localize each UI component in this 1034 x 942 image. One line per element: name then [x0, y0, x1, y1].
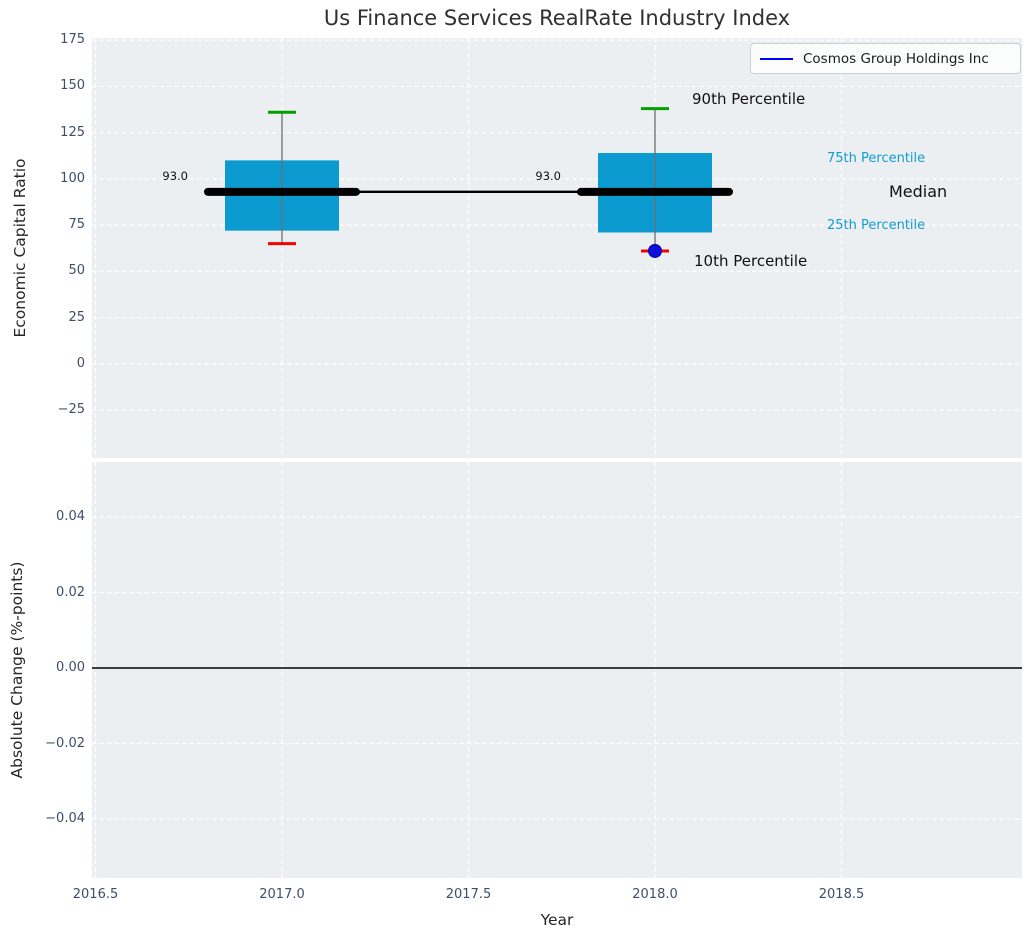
- y-tick-label-top: 175: [60, 32, 85, 48]
- x-tick-label: 2018.5: [818, 887, 865, 902]
- median-label: Median: [889, 182, 948, 201]
- legend: Cosmos Group Holdings Inc: [750, 43, 1021, 74]
- y-tick-label-top: 25: [68, 309, 85, 325]
- p90-label: 90th Percentile: [692, 90, 806, 108]
- y-tick-label-bottom: −0.04: [45, 811, 85, 826]
- x-tick-label: 2017.0: [259, 887, 305, 902]
- y-tick-label-top: −25: [57, 402, 85, 417]
- y-tick-label-top: 150: [60, 78, 85, 94]
- y-tick-label-top: 75: [68, 217, 85, 233]
- median-value-label-2017: 93.0: [162, 168, 188, 183]
- y-axis-label-top: Economic Capital Ratio: [11, 158, 29, 338]
- y-tick-label-top: 0: [76, 355, 85, 371]
- y-axis-label-bottom: Absolute Change (%-points): [8, 561, 26, 779]
- x-tick-label: 2017.5: [445, 887, 492, 902]
- x-axis-label: Year: [540, 911, 574, 929]
- y-tick-label-top: 50: [68, 263, 85, 279]
- top-panel-background: [92, 38, 1022, 458]
- y-tick-label-bottom: 0.02: [56, 584, 85, 600]
- y-tick-label-bottom: 0.04: [56, 509, 85, 524]
- legend-label: Cosmos Group Holdings Inc: [803, 50, 989, 67]
- y-tick-label-bottom: 0.00: [56, 660, 85, 675]
- company-point: [648, 243, 662, 258]
- median-value-label-2018: 93.0: [535, 168, 561, 183]
- y-tick-label-top: 125: [60, 124, 85, 140]
- bottom-panel-background: [92, 462, 1022, 878]
- p25-label: 25th Percentile: [827, 218, 926, 233]
- x-tick-label: 2018.0: [632, 887, 678, 902]
- p75-label: 75th Percentile: [827, 151, 926, 166]
- legend-line-swatch: [760, 57, 793, 60]
- x-tick-label: 2016.5: [72, 887, 119, 902]
- y-tick-label-bottom: −0.02: [45, 735, 85, 751]
- chart-title: Us Finance Services RealRate Industry In…: [323, 6, 791, 30]
- y-tick-label-top: 100: [60, 170, 85, 186]
- p10-label: 10th Percentile: [694, 252, 808, 270]
